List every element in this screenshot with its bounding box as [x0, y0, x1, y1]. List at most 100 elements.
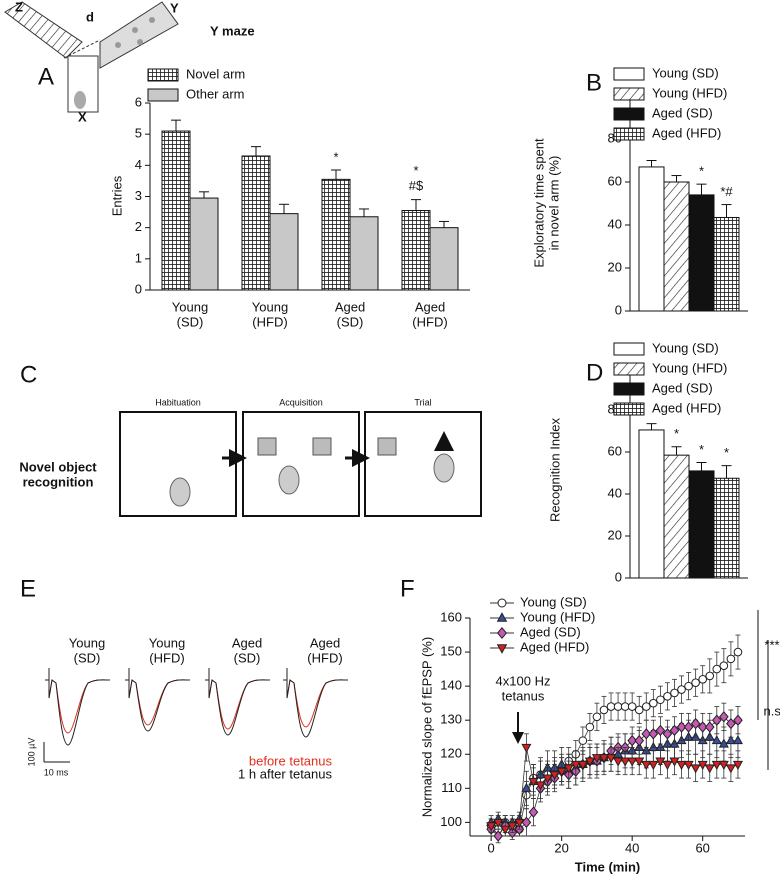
- maze-dot: [149, 17, 155, 23]
- trace-legend: before tetanus: [249, 753, 333, 768]
- marker: [641, 728, 652, 740]
- marker: [718, 738, 729, 748]
- x-axis-label: Time (min): [575, 859, 641, 874]
- bar: [161, 130, 191, 291]
- marker: [684, 681, 693, 691]
- stage-label: Habituation: [155, 397, 201, 407]
- marker: [725, 735, 736, 745]
- annotation: * #$: [409, 164, 424, 194]
- y-axis-label: Normalized slope of fEPSP (%): [419, 637, 434, 817]
- marker: [662, 760, 673, 771]
- marker: [627, 702, 637, 711]
- y-tick-label: 40: [608, 485, 622, 500]
- bar: [713, 216, 740, 312]
- bar: [638, 166, 665, 312]
- y-tick-label: 0: [135, 281, 142, 296]
- marker: [648, 728, 659, 740]
- marker: [733, 714, 743, 726]
- marker: [634, 734, 645, 747]
- y-axis-label: Exploratory time spentin novel arm (%): [532, 138, 562, 268]
- group-label: Aged (SD): [232, 636, 262, 666]
- maze-label: X: [78, 109, 87, 124]
- y-tick-label: 60: [608, 173, 622, 188]
- y-maze-diagram: Z d Y X: [4, 0, 179, 124]
- y-tick-label: 120: [440, 746, 462, 761]
- marker: [584, 757, 595, 767]
- object: [257, 437, 277, 456]
- marker: [521, 816, 532, 829]
- y-tick-label: 3: [135, 188, 142, 203]
- legend-label: Novel arm: [186, 66, 245, 81]
- x-tick-label: 0: [488, 840, 495, 855]
- legend-swatch: [613, 342, 645, 356]
- legend-swatch: [613, 382, 645, 396]
- x-tick-label: 60: [695, 840, 709, 855]
- y-tick-label: 20: [608, 259, 622, 274]
- marker: [496, 627, 508, 639]
- series-line: [490, 716, 739, 837]
- stage-label: Acquisition: [279, 397, 323, 407]
- legend-label: Aged (HFD): [520, 639, 589, 654]
- marker: [535, 781, 546, 791]
- marker: [577, 760, 588, 771]
- legend-swatch: [613, 67, 645, 81]
- marker: [528, 777, 539, 788]
- marker: [726, 654, 736, 664]
- panel-label: F: [400, 575, 415, 602]
- marker: [726, 717, 736, 730]
- trace-after: [45, 668, 111, 746]
- legend-label: Young (HFD): [652, 360, 727, 375]
- marker: [634, 705, 644, 715]
- maze-dot: [132, 27, 138, 33]
- maze-dot: [115, 42, 121, 48]
- marker: [528, 806, 539, 818]
- marker: [725, 764, 736, 774]
- panel-label: E: [20, 575, 36, 602]
- legend-label: Young (SD): [520, 594, 587, 609]
- y-tick-label: 6: [135, 94, 142, 109]
- marker: [669, 724, 680, 737]
- trace-group: Young (SD) Young (HFD) Aged (SD) Aged (HFD): [45, 636, 349, 746]
- arrow-label: 4x100 Hz tetanus: [496, 674, 551, 704]
- x-tick-label: 20: [554, 840, 568, 855]
- y-tick-label: 160: [440, 609, 462, 624]
- marker: [627, 734, 638, 747]
- group-label: Young (SD): [69, 636, 105, 666]
- annotation: *: [724, 445, 729, 460]
- marker: [613, 702, 623, 711]
- bar: [401, 210, 431, 291]
- marker: [507, 822, 518, 832]
- marker: [641, 760, 652, 771]
- marker: [627, 757, 638, 767]
- marker: [521, 743, 532, 754]
- marker: [705, 671, 715, 681]
- marker: [606, 754, 617, 764]
- marker: [655, 724, 666, 737]
- marker: [655, 757, 666, 767]
- chart-title: Y maze: [210, 23, 255, 38]
- marker: [732, 735, 743, 745]
- y-tick-label: 60: [608, 443, 622, 458]
- marker: [718, 760, 729, 771]
- marker: [704, 764, 715, 774]
- maze-label: Y: [170, 0, 179, 15]
- marker: [677, 685, 686, 694]
- marker: [585, 722, 595, 732]
- y-tick-label: 40: [608, 216, 622, 231]
- legend-label: Young (HFD): [652, 85, 727, 100]
- marker: [690, 764, 701, 774]
- panel-c-title: Novel object recognition: [19, 460, 97, 490]
- x-tick-label: Young (HFD): [252, 300, 288, 330]
- marker: [496, 644, 508, 654]
- marker: [676, 721, 687, 733]
- maze-divider: [63, 39, 101, 59]
- legend-label: Aged (HFD): [652, 125, 721, 140]
- marker: [697, 721, 708, 733]
- marker: [591, 754, 602, 764]
- trace-after: [283, 668, 349, 738]
- trace-before: [45, 668, 111, 734]
- marker: [620, 757, 631, 767]
- marker: [683, 721, 694, 733]
- annotation: *: [699, 442, 704, 457]
- legend-label: Young (SD): [652, 340, 719, 355]
